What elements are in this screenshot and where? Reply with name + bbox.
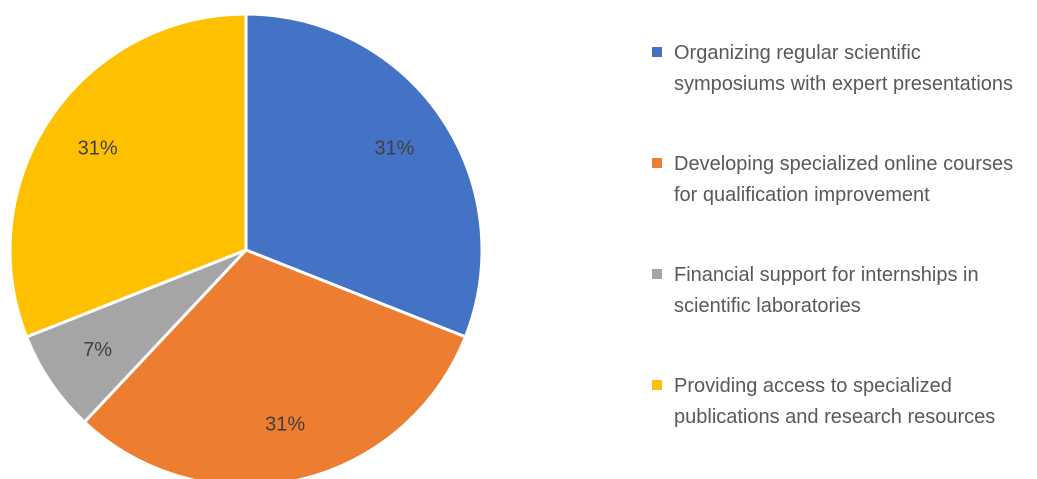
data-label: 31%: [374, 137, 414, 159]
pie-slice: [82, 248, 468, 479]
legend-label: Providing access to specialized publicat…: [674, 375, 996, 428]
legend-label: Financial support for internships in sci…: [674, 264, 979, 317]
legend-swatch: [652, 380, 662, 390]
legend-item: Developing specialized online courses fo…: [652, 149, 1035, 211]
pie-slice: [244, 12, 484, 339]
data-label: 31%: [265, 413, 305, 435]
legend-item: Providing access to specialized publicat…: [652, 371, 1035, 433]
legend-item: Financial support for internships in sci…: [652, 260, 1035, 322]
data-label: 31%: [78, 137, 118, 159]
pie-slice: [8, 12, 248, 339]
legend-label: Organizing regular scientific symposiums…: [674, 42, 1014, 95]
chart: 31% 31% 7% 31%: [8, 12, 484, 479]
legend-swatch: [652, 47, 662, 57]
legend-label: Developing specialized online courses fo…: [674, 153, 1014, 206]
legend-item: Organizing regular scientific symposiums…: [652, 38, 1035, 100]
pie-slice: [24, 248, 248, 425]
legend-swatch: [652, 158, 662, 168]
data-label: 7%: [83, 339, 112, 361]
legend-swatch: [652, 269, 662, 279]
